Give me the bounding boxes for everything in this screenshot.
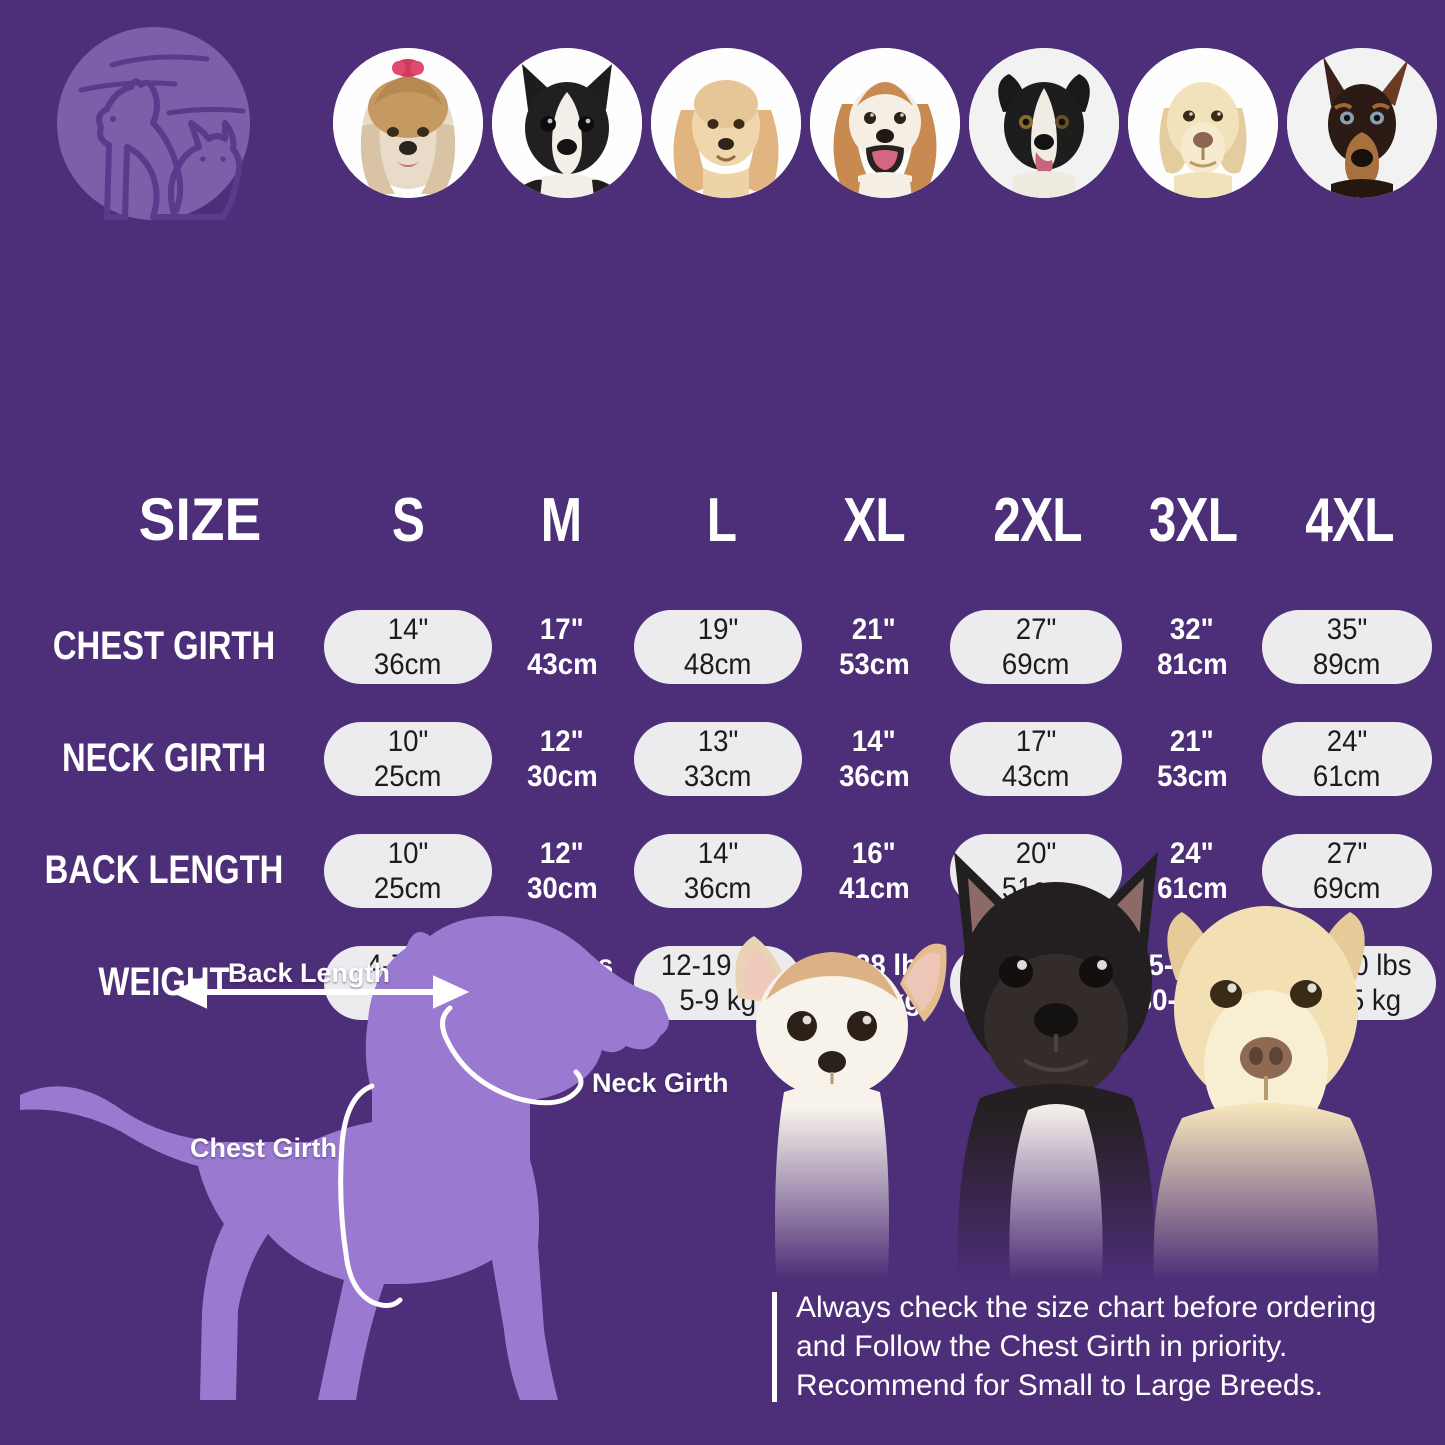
row-label-chest-girth: CHEST GIRTH [52,624,276,668]
note-text: Always check the size chart before order… [796,1288,1426,1405]
column-header-m: M [540,486,582,555]
row-label-neck-girth: NECK GIRTH [61,736,267,780]
table-corner-label: SIZE [138,486,262,553]
table-cell: 16" 41cm [838,836,910,905]
column-header-3xl: 3XL [1148,486,1238,555]
table-cell: 13" 33cm [634,722,802,796]
table-cell: 12" 30cm [526,836,598,905]
table-cell: 14" 36cm [324,610,492,684]
breed-avatar-cocker-spaniel [651,48,801,198]
row-label-weight: WEIGHT [98,960,230,1004]
note-divider-bar [772,1292,777,1402]
table-cell: 10" 25cm [324,722,492,796]
brand-logo-icon [57,27,250,220]
table-cell: 24" 61cm [1156,836,1228,905]
table-cell: 35" 89cm [1262,610,1432,684]
table-cell: 21" 53cm [1156,724,1228,793]
breed-avatar-beagle [810,48,960,198]
table-cell: 27" 69cm [1262,834,1432,908]
column-header-xl: XL [843,486,906,555]
note-line-1: Always check the size chart before order… [796,1291,1377,1324]
dog-chihuahua [735,936,947,1280]
table-cell: 21" 53cm [838,612,910,681]
dog-measurement-diagram [10,860,750,1420]
table-cell: 14" 36cm [634,834,802,908]
note-line-3: Recommend for Small to Large Breeds. [796,1369,1323,1402]
breed-avatar-doberman [1287,48,1437,198]
row-label-back-length: BACK LENGTH [44,848,284,892]
column-header-l: L [706,486,737,555]
order-note: Always check the size chart before order… [772,1288,1432,1408]
table-cell: 24" 61cm [1262,722,1432,796]
breed-avatar-labrador-retriever [1128,48,1278,198]
table-cell: 14" 36cm [838,724,910,793]
dog-french-bulldog [954,852,1158,1280]
table-cell: 10" 25cm [324,834,492,908]
table-cell: 17" 43cm [950,722,1122,796]
table-cell: 32" 81cm [1156,612,1228,681]
note-line-2: and Follow the Chest Girth in priority. [796,1330,1288,1363]
header-strip [0,0,1445,230]
column-header-4xl: 4XL [1305,486,1394,555]
table-cell: 12" 30cm [526,724,598,793]
breed-avatar-shih-tzu [333,48,483,198]
size-chart-table: SIZE S M L XL 2XL 3XL 4XL CHEST GIRTH NE… [0,238,1445,1020]
table-cell: 27" 69cm [950,610,1122,684]
diagram-label-chest-girth: Chest Girth [190,1133,338,1163]
breed-avatar-boston-terrier [492,48,642,198]
breed-photo-group [710,830,1445,1280]
dog-labrador [1153,906,1379,1280]
diagram-label-back-length: Back Length [228,958,391,988]
breed-avatar-border-collie [969,48,1119,198]
column-header-s: S [391,486,425,555]
table-cell: 17" 43cm [526,612,598,681]
diagram-label-neck-girth: Neck Girth [592,1068,729,1098]
table-cell: 19" 48cm [634,610,802,684]
column-header-2xl: 2XL [993,486,1082,555]
